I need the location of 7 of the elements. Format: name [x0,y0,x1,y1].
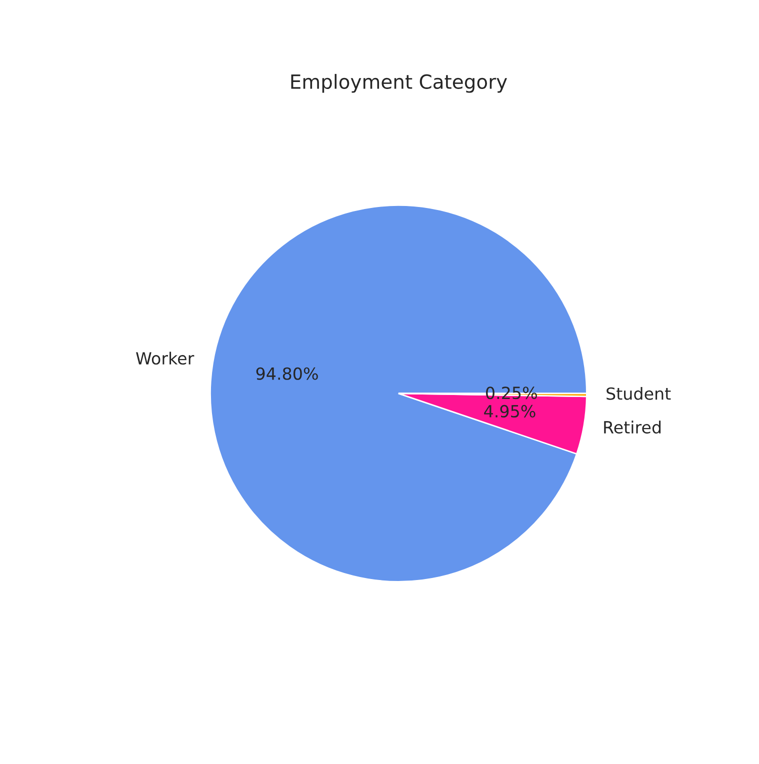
slice-label: Retired [604,420,661,434]
slice-label: Worker [136,352,194,365]
data-label: 4.95% [484,404,536,418]
chart-title: Employment Category [291,74,508,93]
data-label: 94.80% [256,367,318,380]
data-label: 0.25% [486,386,537,400]
slice-label: Student [606,387,671,400]
